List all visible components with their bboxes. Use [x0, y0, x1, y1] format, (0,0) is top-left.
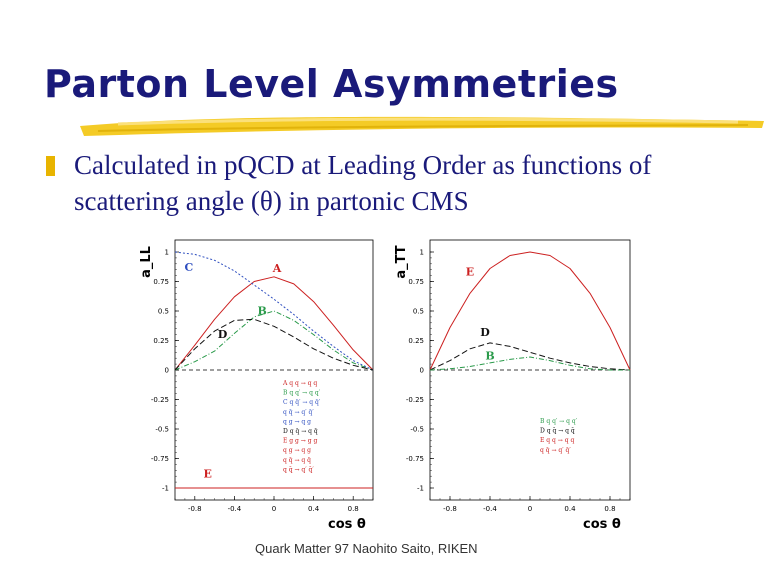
y-tick-label: 0 [420, 367, 424, 375]
y-axis-label: a_TT [394, 245, 409, 278]
x-tick-label: 0.4 [564, 505, 576, 513]
series-line-A [174, 276, 374, 371]
y-tick-label: -0.5 [155, 426, 169, 434]
title-underline-brush [80, 116, 764, 136]
series-line-B [429, 356, 630, 371]
y-tick-label: -0.25 [151, 396, 169, 404]
y-tick-label: 0.75 [153, 278, 169, 286]
curve-label-C: C [184, 261, 193, 274]
x-tick-label: -0.4 [483, 505, 497, 513]
y-tick-label: 0.5 [158, 308, 169, 316]
legend-entry: q q̄ → q′ q̄′ [540, 447, 571, 454]
legend-entry: q q̄ → q q̄ [283, 457, 311, 464]
y-tick-label: -0.75 [151, 455, 169, 463]
y-tick-label: -0.5 [410, 426, 424, 434]
x-tick-label: -0.8 [188, 505, 202, 513]
slide-footer: Quark Matter 97 Naohito Saito, RIKEN [255, 541, 478, 556]
y-tick-label: -1 [162, 485, 169, 493]
y-tick-label: 0.25 [153, 337, 169, 345]
y-axis-label: a_LL [139, 246, 154, 278]
slide-title: Parton Level Asymmetries [44, 62, 619, 106]
curve-label-D: D [480, 326, 490, 339]
x-tick-label: 0.4 [308, 505, 320, 513]
series-line-C [174, 251, 374, 371]
legend-entry: q g → q g [283, 447, 311, 454]
legend-entry: q q̄ → q′ q̄′ [283, 409, 314, 416]
series-line-D [174, 318, 374, 371]
legend-entry: C q q̄′ → q q̄′ [283, 399, 321, 406]
y-tick-label: 0.25 [408, 337, 424, 345]
legend-entry: A q q → q q [282, 380, 317, 387]
curve-label-E: E [203, 467, 211, 480]
bullet-text: Calculated in pQCD at Leading Order as f… [74, 150, 652, 216]
x-tick-label: 0.8 [604, 505, 615, 513]
series-line-E [429, 251, 631, 371]
legend-entry: B q q′ → q q′ [540, 418, 578, 425]
curve-label-B: B [257, 305, 266, 318]
x-tick-label: 0.8 [348, 505, 359, 513]
x-axis-label: cos θ [583, 517, 621, 532]
y-tick-label: -1 [417, 485, 424, 493]
legend-entry: q q̄ → q′ q̄′ [283, 466, 314, 473]
curve-label-B: B [485, 349, 494, 362]
legend-entry: q g → q g [283, 418, 311, 425]
x-tick-label: 0 [272, 505, 276, 513]
y-tick-label: 0 [165, 367, 169, 375]
curve-label-D: D [218, 328, 228, 341]
x-tick-label: -0.8 [443, 505, 457, 513]
legend-entry: D q q̄ → q q̄ [540, 428, 575, 435]
y-tick-label: -0.25 [406, 396, 424, 404]
y-tick-label: 1 [420, 249, 424, 257]
bullet-square-icon [46, 156, 55, 176]
legend-entry: B q q′ → q q′ [283, 390, 321, 397]
series-line-D [429, 342, 631, 371]
y-tick-label: 1 [165, 249, 169, 257]
y-tick-label: 0.75 [408, 278, 424, 286]
legend-entry: E g g → g g [283, 438, 317, 445]
legend-entry: D q q̄ → q q̄ [283, 428, 318, 435]
y-tick-label: 0.5 [413, 308, 424, 316]
curve-label-A: A [272, 262, 282, 275]
x-tick-label: 0 [528, 505, 532, 513]
curve-label-E: E [466, 266, 474, 279]
x-axis-label: cos θ [328, 517, 366, 532]
y-tick-label: -0.75 [406, 455, 424, 463]
legend-entry: E q q → q q [540, 437, 574, 444]
x-tick-label: -0.4 [228, 505, 242, 513]
